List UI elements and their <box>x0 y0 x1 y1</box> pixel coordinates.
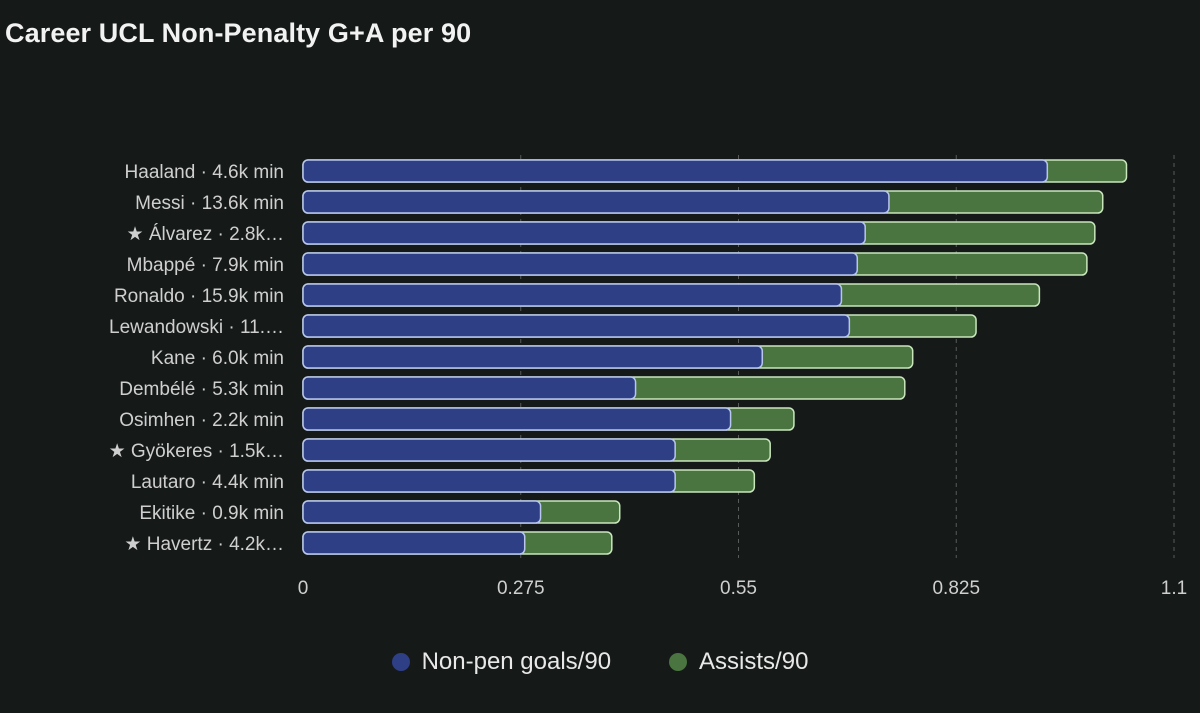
bar-goals[interactable] <box>302 345 764 369</box>
legend-item-assists[interactable]: Assists/90 <box>669 648 808 676</box>
category-label: Osimhen · 2.2k min <box>119 410 284 431</box>
bar-goals[interactable] <box>302 438 676 462</box>
legend-swatch-goals <box>391 653 410 671</box>
bar-goals[interactable] <box>302 252 859 276</box>
category-label: Kane · 6.0k min <box>151 348 284 369</box>
category-label: Ekitike · 0.9k min <box>139 503 284 524</box>
bars <box>302 159 1128 555</box>
category-label: Dembélé · 5.3k min <box>119 379 284 400</box>
chart-title: Career UCL Non-Penalty G+A per 90 <box>5 18 472 48</box>
category-label: Lewandowski · 11.… <box>109 317 284 338</box>
legend-swatch-assists <box>669 653 688 671</box>
bar-goals[interactable] <box>302 283 843 307</box>
bar-goals[interactable] <box>302 190 890 214</box>
bar-goals[interactable] <box>302 500 542 524</box>
category-label: Haaland · 4.6k min <box>125 162 284 183</box>
x-tick-label: 0.55 <box>720 578 757 599</box>
legend-item-goals[interactable]: Non-pen goals/90 <box>391 648 612 676</box>
bar-goals[interactable] <box>302 159 1049 183</box>
category-label: ★ Álvarez · 2.8k… <box>127 224 284 245</box>
x-tick-label: 0 <box>298 578 309 599</box>
bar-goals[interactable] <box>302 531 526 555</box>
x-tick-label: 0.275 <box>497 578 545 599</box>
bar-goals[interactable] <box>302 221 866 245</box>
legend-label-goals: Non-pen goals/90 <box>421 648 612 675</box>
category-label: ★ Havertz · 4.2k… <box>124 534 284 555</box>
bar-goals[interactable] <box>302 407 732 431</box>
x-tick-label: 0.825 <box>932 578 980 599</box>
legend-label-assists: Assists/90 <box>699 648 809 675</box>
category-labels: Haaland · 4.6k min Messi · 13.6k min ★ Álv… <box>109 162 284 555</box>
category-label: Ronaldo · 15.9k min <box>114 286 284 307</box>
bar-goals[interactable] <box>302 314 851 338</box>
chart-plot-area: Haaland · 4.6k min Messi · 13.6k min ★ Álv… <box>109 155 1188 599</box>
legend: Non-pen goals/90 Assists/90 <box>0 648 1200 676</box>
category-label: Messi · 13.6k min <box>135 193 284 214</box>
x-tick-label: 1.1 <box>1161 578 1187 599</box>
bar-goals[interactable] <box>302 469 676 493</box>
category-label: ★ Gyökeres · 1.5k… <box>109 441 284 462</box>
category-label: Mbappé · 7.9k min <box>127 255 284 276</box>
category-label: Lautaro · 4.4k min <box>131 472 284 493</box>
bar-goals[interactable] <box>302 376 637 400</box>
x-axis-ticks: 0 0.275 0.55 0.825 1.1 <box>298 578 1188 599</box>
